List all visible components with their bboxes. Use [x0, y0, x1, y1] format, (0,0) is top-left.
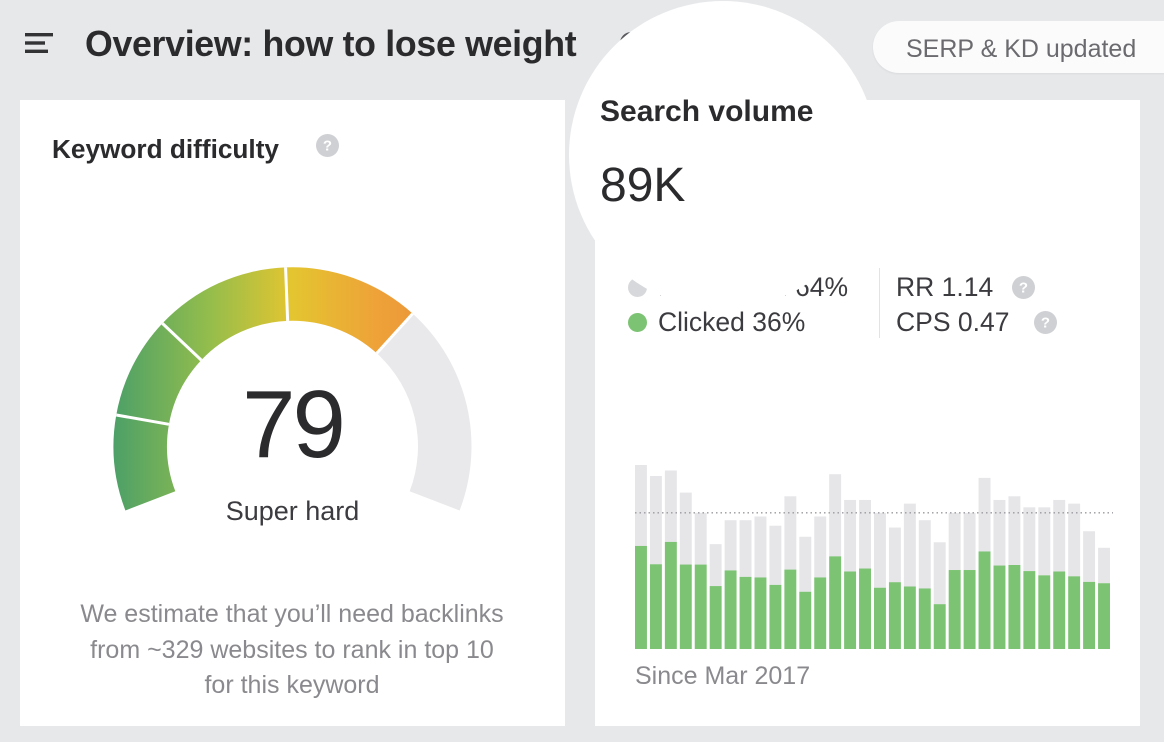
- svg-text:?: ?: [1019, 280, 1028, 297]
- svg-text:?: ?: [1041, 315, 1050, 332]
